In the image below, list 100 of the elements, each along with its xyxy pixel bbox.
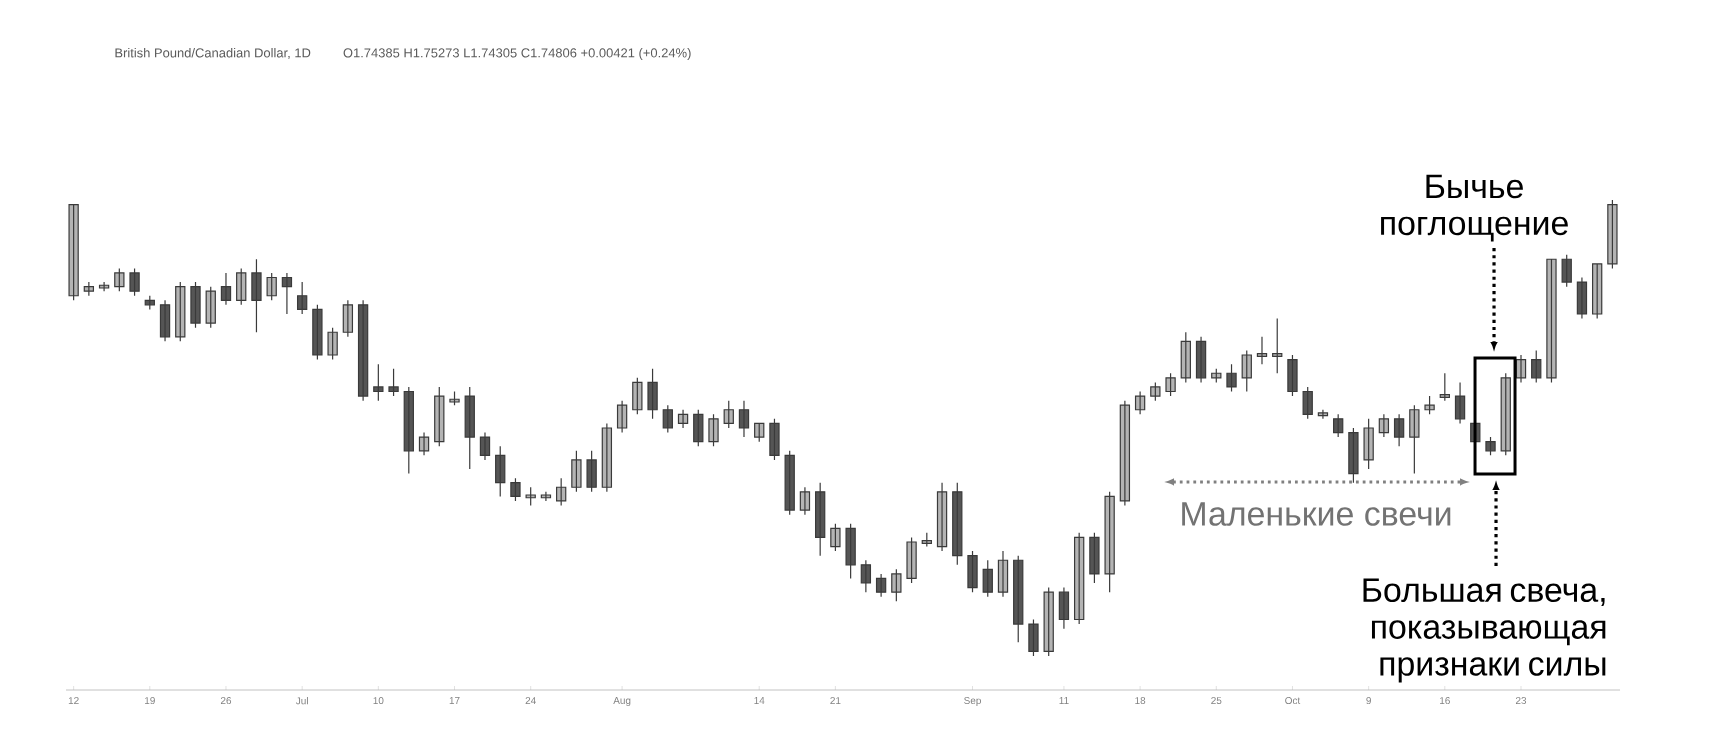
candlestick [342, 299, 354, 338]
candlestick [1546, 258, 1557, 383]
candlestick [1592, 263, 1603, 320]
candlestick [449, 390, 460, 406]
candlestick [220, 272, 232, 306]
candlestick [1211, 368, 1222, 383]
candlestick [434, 386, 445, 447]
candlestick [1028, 618, 1039, 657]
candlestick [1241, 349, 1252, 393]
candlestick [769, 418, 780, 461]
candlestick [327, 327, 338, 361]
annotation: Большая свеча, показывающая признаки силы [1363, 578, 1606, 683]
candlestick [1043, 586, 1054, 657]
candlestick [1195, 336, 1207, 383]
candlestick [525, 486, 536, 507]
candlestick [312, 304, 323, 361]
candlestick [266, 272, 277, 301]
candlestick [1500, 372, 1511, 456]
candlestick [175, 281, 186, 342]
candlestick [1074, 532, 1085, 625]
candlestick [1561, 254, 1572, 288]
candlestick [662, 404, 673, 434]
candlestick [1134, 390, 1146, 415]
candlestick [68, 203, 79, 301]
candlestick [296, 281, 308, 315]
candlestick [1226, 363, 1237, 393]
candlestick [1348, 427, 1359, 484]
candlestick [1119, 400, 1131, 507]
candlestick [723, 400, 734, 429]
candlestick [144, 295, 155, 311]
candlestick [357, 299, 369, 402]
candlestick [236, 267, 247, 306]
candlestick [373, 363, 384, 402]
candlestick [495, 445, 506, 497]
candlestick [1058, 586, 1070, 630]
candlestick [997, 550, 1009, 598]
candlestick [1424, 395, 1435, 415]
candlestick [281, 272, 293, 315]
candlestick [1439, 372, 1450, 402]
candlestick [982, 559, 993, 598]
candlestick [1256, 336, 1268, 365]
candlestick [190, 281, 201, 329]
candlestick [418, 431, 430, 456]
candlestick [616, 400, 628, 434]
candlestick [98, 281, 110, 292]
candlestick [114, 267, 125, 292]
candlestick [845, 523, 856, 580]
candlestick [1104, 491, 1115, 593]
candlestick [677, 409, 689, 429]
candlestick [1393, 413, 1405, 447]
candlestick [1089, 532, 1100, 584]
candlestick [1607, 199, 1618, 269]
candlestick [586, 450, 597, 493]
candlestick [860, 559, 872, 593]
candlestick [1150, 381, 1161, 402]
annotation: Маленькие свечи [1182, 502, 1451, 526]
candlestick [754, 422, 765, 443]
candlestick [1165, 372, 1176, 397]
candlestick [403, 386, 414, 475]
candlestick [784, 450, 795, 516]
candlestick [510, 477, 521, 502]
candlestick [967, 550, 978, 593]
candlestick [1013, 555, 1024, 643]
candlestick [464, 386, 475, 470]
candlestick [1180, 331, 1191, 383]
candlestick [1363, 418, 1374, 470]
candlestick [738, 400, 750, 438]
candlestick [479, 431, 491, 461]
candlestick [1272, 317, 1283, 374]
candlestick [1287, 354, 1298, 397]
annotation: Бычье поглощение [1381, 174, 1568, 242]
candlestick [83, 281, 95, 297]
candlestick [571, 450, 582, 493]
candlestick [799, 486, 811, 516]
candlestick [601, 422, 613, 493]
candlestick [906, 536, 917, 584]
candlestick [875, 573, 887, 598]
candlestick [1485, 436, 1496, 456]
candlestick [1576, 276, 1588, 320]
candlestick [632, 377, 643, 415]
candlestick [815, 482, 826, 557]
candlestick [159, 299, 171, 342]
candlestick [1409, 404, 1420, 475]
candlestick [693, 409, 704, 447]
candlestick [891, 568, 902, 602]
candlestick [251, 258, 262, 333]
candlestick [129, 267, 140, 297]
candlestick [1454, 381, 1466, 425]
candlestick [936, 482, 948, 552]
candlestick [1302, 386, 1313, 420]
candlestick [540, 491, 552, 502]
candlestick [1333, 413, 1344, 438]
candlestick [388, 368, 399, 397]
candlestick [952, 482, 963, 566]
candlestick [647, 368, 658, 420]
candlestick [1531, 349, 1542, 383]
candlestick [1317, 409, 1329, 420]
candlestick [830, 523, 841, 552]
candlestick [921, 532, 932, 548]
candlestick [1378, 413, 1390, 438]
